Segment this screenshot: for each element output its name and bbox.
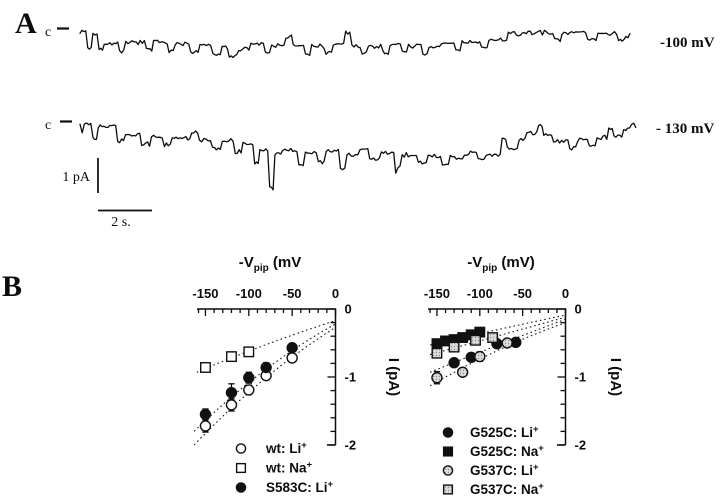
marker-square-filled <box>442 446 454 457</box>
marker-square-gray <box>470 334 481 346</box>
current-trace-bottom <box>79 122 637 191</box>
x-tick-label: -50 <box>283 286 302 301</box>
iv-plot-left: -Vpip (mV I (pA) -150 -100 -50 00 -1 -2 wt: Li… <box>192 254 402 495</box>
marker-circle-filled <box>286 342 298 354</box>
marker-square-open <box>226 351 237 363</box>
legend-label: G537C: Na+ <box>470 481 544 497</box>
marker-circle-open <box>243 384 255 396</box>
panel-b-label: B <box>2 270 22 303</box>
legend-item: wt: Na+ <box>235 460 313 476</box>
legend-item: G525C: Na+ <box>442 443 544 459</box>
y-axis-title-left: I (pA) <box>385 358 402 396</box>
legend-label: S583C: Li+ <box>266 479 334 495</box>
x-tick-label: -150 <box>192 286 218 301</box>
plot-area-right: -150 -100 -50 00 -1 -2 G525C: Li+ G525C: Na+ G53… <box>424 286 586 497</box>
legend-label: G537C: Li+ <box>470 462 539 478</box>
y-axis-title-right: I (pA) <box>607 358 624 396</box>
y-tick-label: 0 <box>575 302 582 317</box>
marker-square-open <box>199 362 211 373</box>
marker-circle-filled <box>448 357 460 369</box>
marker-circle-open <box>225 399 238 411</box>
y-tick-label: 0 <box>345 302 352 317</box>
marker-circle-gray <box>456 366 469 378</box>
x-tick-label: 0 <box>562 286 569 301</box>
legend-item: G537C: Li+ <box>442 462 539 478</box>
legend-label: wt: Na+ <box>265 460 313 476</box>
marker-square-open <box>235 462 247 474</box>
marker-circle-filled <box>260 361 272 374</box>
x-tick-label: -100 <box>236 286 262 301</box>
x-axis-title-right: -Vpip (mV) <box>467 254 535 274</box>
time-scale-label: 2 s. <box>111 215 130 230</box>
marker-circle-gray <box>431 371 443 384</box>
marker-circle-gray <box>442 465 454 476</box>
marker-square-open <box>243 346 255 358</box>
marker-circle-open <box>199 420 212 432</box>
x-axis-title-left: -Vpip (mV <box>239 254 302 274</box>
marker-square-gray <box>442 484 454 495</box>
current-scale-label: 1 pA <box>62 170 91 185</box>
legend-item: wt: Li+ <box>235 440 307 456</box>
trace-group-top: c -100 mV <box>45 25 715 59</box>
y-tick-label: -2 <box>575 438 587 453</box>
marker-circle-open <box>286 352 298 364</box>
legend-label: wt: Li+ <box>265 440 307 456</box>
panel-a-label: A <box>15 7 37 40</box>
marker-circle-gray <box>501 337 513 349</box>
marker-square-gray <box>448 341 460 353</box>
marker-square-gray <box>431 347 443 359</box>
legend-item: G537C: Na+ <box>442 481 544 497</box>
closed-level-label-bottom: c <box>45 118 51 133</box>
marker-circle-gray <box>474 350 486 363</box>
voltage-label-top: -100 mV <box>660 35 715 51</box>
x-tick-label: 0 <box>332 286 339 301</box>
x-tick-label: -50 <box>513 286 532 301</box>
marker-circle-open <box>235 443 247 454</box>
marker-circle-filled <box>442 427 454 438</box>
y-tick-label: -1 <box>575 370 587 385</box>
plot-area-left: -150 -100 -50 00 -1 -2 wt: Li+ wt: Na+ S583C: Li… <box>192 286 356 495</box>
legend-item: S583C: Li+ <box>235 479 334 495</box>
fit-line <box>193 323 336 432</box>
trace-group-bottom: c - 130 mV <box>45 118 714 191</box>
marker-circle-filled <box>243 371 255 384</box>
legend-label: G525C: Li+ <box>470 424 539 440</box>
legend-label: G525C: Na+ <box>470 443 544 459</box>
marker-circle-filled <box>199 408 212 421</box>
voltage-label-bottom: - 130 mV <box>656 121 714 137</box>
marker-circle-filled <box>225 386 238 399</box>
y-tick-label: -2 <box>345 438 357 453</box>
fit-line <box>196 320 336 373</box>
iv-plot-right: -Vpip (mV) I (pA) -150 -100 -50 00 -1 -2 G525C… <box>424 254 624 497</box>
x-tick-label: -100 <box>467 286 493 301</box>
legend-item: G525C: Li+ <box>442 424 539 440</box>
x-tick-label: -150 <box>424 286 450 301</box>
closed-level-label-top: c <box>45 25 51 40</box>
current-trace-top <box>79 29 631 59</box>
y-tick-label: -1 <box>345 370 357 385</box>
scale-bars: 1 pA 2 s. <box>62 158 152 230</box>
marker-square-gray <box>487 332 499 344</box>
marker-circle-filled <box>235 482 247 493</box>
